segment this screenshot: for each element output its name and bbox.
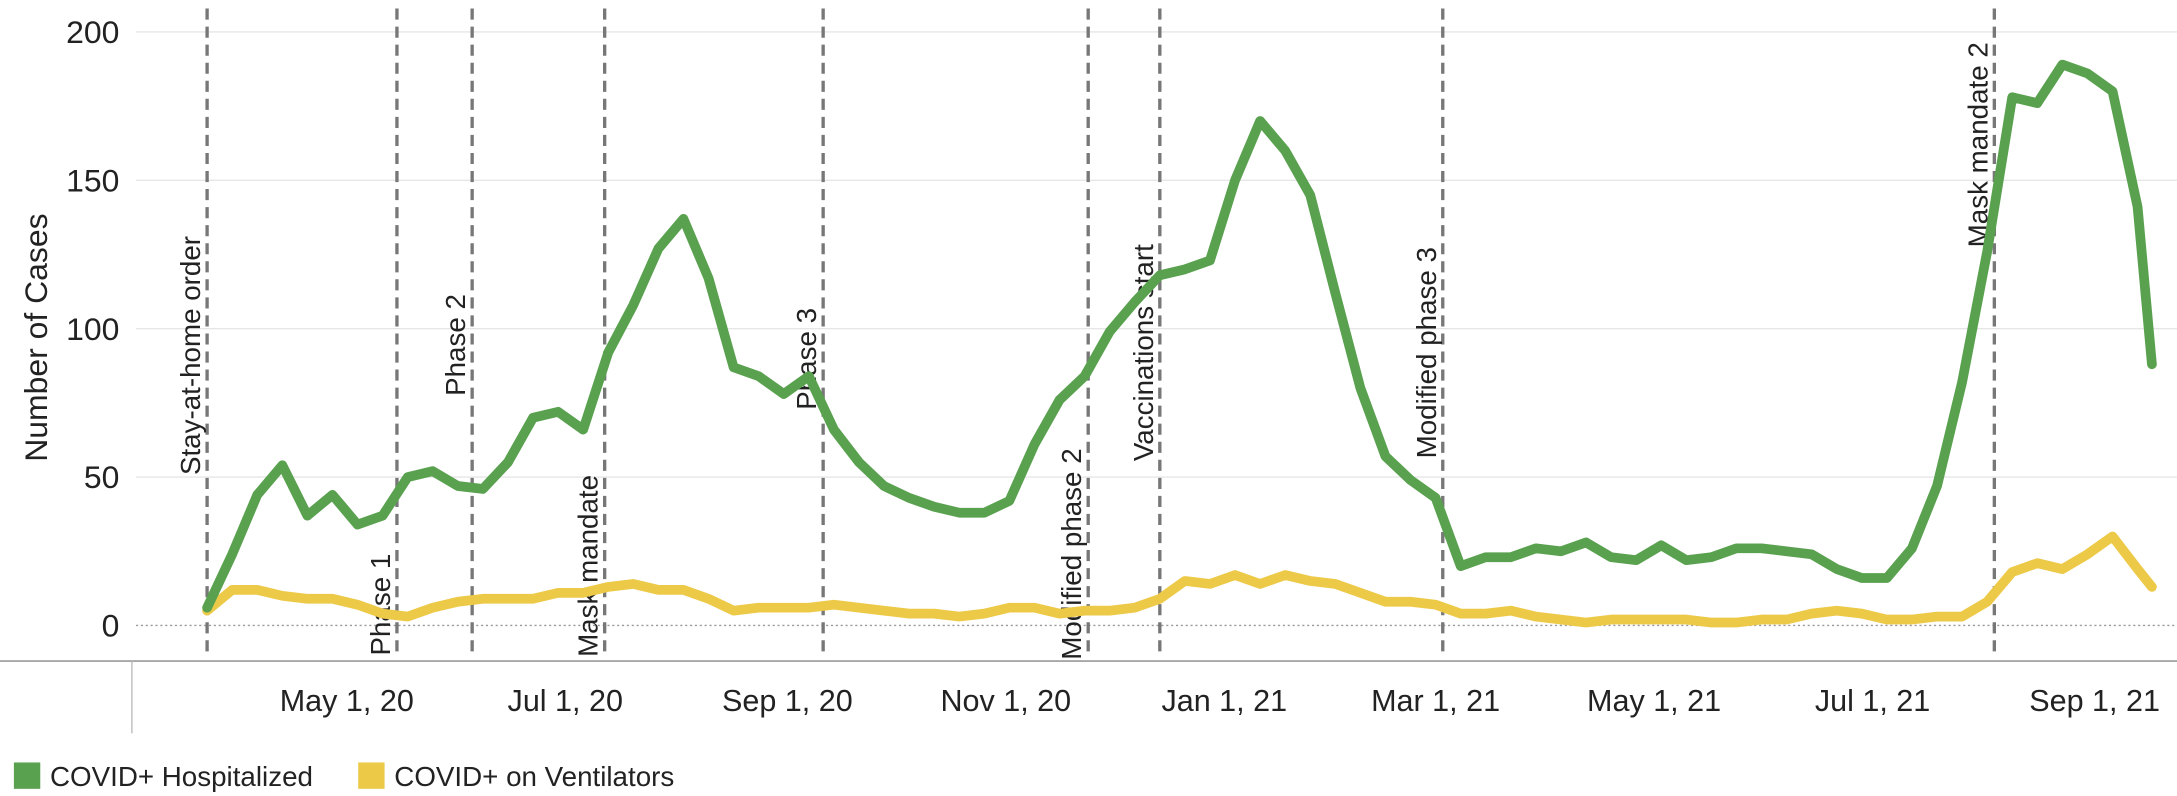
legend-swatch: [13, 762, 41, 789]
x-tick-label: Jan 1, 21: [1161, 684, 1287, 718]
y-tick-label: 50: [84, 459, 120, 495]
x-tick-label: Sep 1, 21: [2029, 684, 2160, 718]
legend-label: COVID+ Hospitalized: [50, 761, 313, 792]
x-tick-label: Jul 1, 20: [508, 684, 623, 718]
x-tick-label: Mar 1, 21: [1371, 684, 1500, 718]
y-tick-label: 0: [102, 608, 120, 644]
x-tick-label: May 1, 20: [280, 684, 414, 718]
y-tick-label: 200: [66, 14, 119, 50]
event-label: Mask mandate: [573, 475, 604, 657]
x-tick-label: Nov 1, 20: [940, 684, 1071, 718]
y-tick-label: 150: [66, 162, 119, 198]
event-label: Phase 2: [440, 294, 471, 396]
x-tick-label: May 1, 21: [1587, 684, 1721, 718]
x-tick-label: Jul 1, 21: [1815, 684, 1930, 718]
series-line: [202, 531, 2157, 628]
legend-label: COVID+ on Ventilators: [394, 761, 674, 792]
legend-swatch: [358, 762, 385, 789]
event-label: Mask mandate 2: [1962, 42, 1993, 247]
x-tick-label: Sep 1, 20: [722, 684, 853, 718]
series-line: [202, 59, 2157, 613]
event-label: Modified phase 3: [1411, 247, 1442, 458]
y-axis-label: Number of Cases: [18, 213, 54, 461]
y-tick-label: 100: [66, 311, 119, 347]
event-label: Modified phase 2: [1056, 448, 1087, 659]
event-label: Stay-at-home order: [175, 236, 206, 475]
